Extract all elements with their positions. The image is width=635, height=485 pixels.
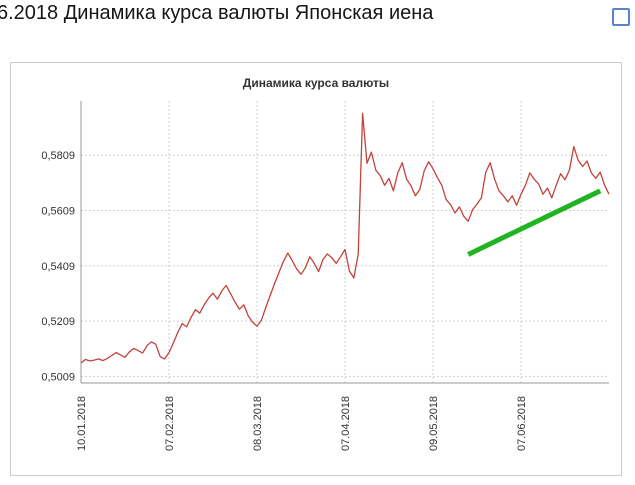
y-axis-label: 0,5809	[41, 150, 75, 162]
y-axis-label: 0,5409	[41, 261, 75, 273]
x-axis-label: 10.01.2018	[76, 396, 88, 451]
chart-svg: 0,5009 0,5209 0,5409 0,5609 0,5809 10.01.2018…	[41, 76, 610, 451]
trend-line	[467, 188, 602, 257]
corner-widget-button[interactable]	[612, 8, 630, 26]
chart-title: Динамика курса валюты	[243, 76, 389, 90]
currency-chart-panel: 0,5009 0,5209 0,5409 0,5609 0,5809 10.01.2018…	[10, 62, 622, 476]
y-axis-label: 0,5009	[41, 371, 75, 383]
x-axis-label: 09.05.2018	[428, 396, 440, 451]
x-axis-label: 07.02.2018	[164, 396, 176, 451]
x-axis-label: 07.04.2018	[340, 396, 352, 451]
x-axis-label: 07.06.2018	[516, 396, 528, 451]
series-line	[80, 112, 610, 364]
x-axis-label: 08.03.2018	[252, 396, 264, 451]
page-title: 6.2018 Динамика курса валюты Японская ие…	[0, 2, 434, 24]
y-axis-label: 0,5609	[41, 205, 75, 217]
y-axis-label: 0,5209	[41, 316, 75, 328]
